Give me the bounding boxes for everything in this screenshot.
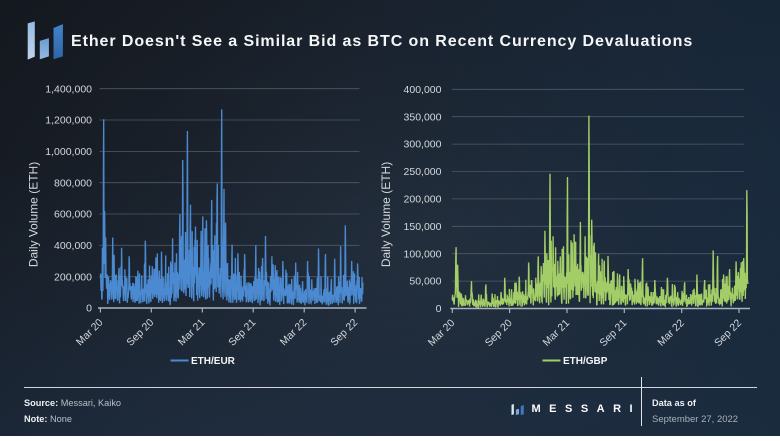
svg-text:600,000: 600,000 <box>54 209 92 221</box>
svg-text:0: 0 <box>436 303 442 315</box>
svg-text:Daily Volume (ETH): Daily Volume (ETH) <box>379 162 393 267</box>
svg-text:0: 0 <box>86 303 92 315</box>
svg-text:150,000: 150,000 <box>404 221 442 233</box>
svg-text:300,000: 300,000 <box>404 139 442 151</box>
svg-text:Mar 20: Mar 20 <box>74 317 106 349</box>
svg-text:Sep 22: Sep 22 <box>712 317 744 349</box>
svg-text:200,000: 200,000 <box>404 194 442 206</box>
svg-text:250,000: 250,000 <box>404 166 442 178</box>
svg-text:1,000,000: 1,000,000 <box>45 146 92 158</box>
svg-text:Daily Volume (ETH): Daily Volume (ETH) <box>27 162 41 267</box>
svg-text:350,000: 350,000 <box>404 111 442 123</box>
svg-text:Sep 21: Sep 21 <box>597 317 629 349</box>
svg-text:1,200,000: 1,200,000 <box>45 115 92 127</box>
svg-text:Mar 22: Mar 22 <box>278 317 310 349</box>
svg-text:Mar 20: Mar 20 <box>426 317 458 349</box>
svg-text:Sep 20: Sep 20 <box>124 317 156 349</box>
svg-text:ETH/EUR: ETH/EUR <box>191 356 236 367</box>
svg-text:Sep 21: Sep 21 <box>226 317 258 349</box>
svg-text:400,000: 400,000 <box>54 240 92 252</box>
svg-text:100,000: 100,000 <box>404 248 442 260</box>
svg-text:Mar 21: Mar 21 <box>541 317 573 349</box>
svg-text:50,000: 50,000 <box>409 276 441 288</box>
svg-text:Mar 21: Mar 21 <box>176 317 208 349</box>
svg-text:Sep 22: Sep 22 <box>328 317 360 349</box>
svg-text:800,000: 800,000 <box>54 177 92 189</box>
svg-text:Sep 20: Sep 20 <box>483 317 515 349</box>
svg-text:400,000: 400,000 <box>404 84 442 96</box>
svg-text:Mar 22: Mar 22 <box>655 317 687 349</box>
svg-text:200,000: 200,000 <box>54 271 92 283</box>
svg-text:1,400,000: 1,400,000 <box>45 83 92 95</box>
svg-text:ETH/GBP: ETH/GBP <box>563 356 608 367</box>
